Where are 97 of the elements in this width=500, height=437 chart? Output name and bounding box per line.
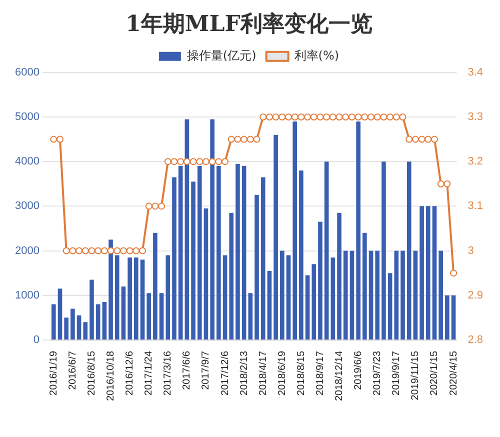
x-tick-label: 2016/1/19 — [48, 350, 60, 396]
bar — [368, 250, 374, 340]
chart-title: 1年期MLF利率变化一览 — [126, 10, 372, 37]
x-tick-label: 2016/10/18 — [106, 350, 117, 402]
bar — [337, 212, 342, 340]
bar — [248, 293, 253, 340]
bar — [222, 255, 228, 340]
bar — [350, 250, 354, 340]
bar — [375, 250, 380, 340]
bar — [324, 162, 329, 340]
bar — [191, 182, 196, 340]
bar — [343, 250, 348, 340]
bar — [413, 250, 418, 340]
bar — [83, 322, 88, 340]
x-tick-label: 2019/6/6 — [353, 350, 364, 390]
bar — [172, 177, 176, 340]
x-tick-label: 2018/2/13 — [238, 350, 250, 396]
y2-tick-label: 3 — [468, 244, 474, 257]
bar — [274, 134, 278, 340]
x-tick-label: 2020/1/15 — [429, 350, 440, 396]
bar — [400, 250, 405, 340]
bar — [312, 264, 316, 340]
y-tick-label: 0 — [33, 334, 40, 346]
x-tick-label: 2017/1/24 — [144, 350, 155, 396]
bar — [280, 250, 284, 340]
bar — [184, 119, 190, 340]
x-tick-label: 2019/11/15 — [410, 350, 422, 400]
bar — [140, 260, 145, 340]
bar — [445, 295, 450, 340]
x-tick-label: 2016/12/6 — [124, 350, 136, 396]
y2-tick-label: 3.4 — [468, 66, 484, 78]
bar — [318, 222, 322, 340]
bar — [134, 257, 138, 340]
bar — [242, 166, 246, 340]
bar — [96, 304, 100, 340]
bar — [382, 162, 386, 340]
x-tick-label: 2017/6/6 — [182, 350, 193, 390]
bar — [394, 250, 399, 340]
y2-tick-label: 3.1 — [468, 200, 484, 212]
bar — [362, 232, 367, 340]
bar — [388, 273, 392, 340]
bar — [146, 293, 152, 340]
bar — [260, 177, 266, 340]
y2-tick-label: 3.3 — [468, 111, 484, 124]
y-tick-label: 1000 — [14, 289, 40, 302]
x-tick-label: 2020/4/15 — [448, 350, 460, 396]
bar — [438, 250, 443, 340]
bar — [128, 257, 132, 340]
bar — [108, 240, 113, 340]
bar — [426, 206, 430, 340]
bar — [451, 295, 456, 340]
bar — [286, 255, 291, 340]
y2-tick-label: 2.8 — [468, 334, 484, 346]
x-tick-label: 2017/3/16 — [162, 350, 174, 396]
bar — [267, 270, 272, 340]
x-tick-label: 2018/6/19 — [276, 350, 288, 396]
legend-label: 利率(%) — [294, 48, 340, 63]
bar — [153, 232, 158, 340]
y2-tick-label: 3.2 — [468, 156, 484, 168]
y2-tick-label: 2.9 — [468, 289, 484, 302]
bar — [305, 275, 310, 340]
x-tick-label: 2018/9/17 — [314, 350, 326, 396]
x-tick-label: 2018/12/14 — [334, 350, 346, 402]
bar — [58, 288, 62, 340]
bar — [330, 257, 336, 340]
bar — [121, 286, 126, 340]
bar — [229, 212, 234, 340]
y-tick-label: 5000 — [14, 111, 40, 124]
y-tick-label: 3000 — [14, 200, 40, 212]
bar — [299, 170, 304, 340]
bar — [70, 308, 75, 340]
bar — [254, 195, 259, 340]
bar — [90, 280, 94, 340]
bar — [159, 293, 164, 340]
x-tick-label: 2017/12/6 — [220, 350, 231, 396]
x-tick-label: 2016/8/15 — [86, 350, 98, 396]
bar — [76, 315, 82, 340]
bar — [420, 206, 424, 340]
bar — [51, 304, 56, 340]
bar — [210, 119, 214, 340]
y-tick-label: 2000 — [14, 244, 40, 257]
bar — [102, 302, 107, 340]
y-tick-label: 6000 — [14, 66, 40, 78]
y-tick-label: 4000 — [14, 156, 40, 168]
x-tick-label: 2018/4/17 — [258, 350, 269, 396]
bar — [166, 255, 170, 340]
bar — [236, 164, 240, 340]
x-tick-label: 2016/6/7 — [67, 350, 78, 390]
bar — [406, 162, 412, 340]
legend-label: 操作量(亿元) — [186, 48, 256, 63]
x-tick-label: 2019/9/17 — [391, 350, 402, 396]
x-tick-label: 2017/9/7 — [200, 350, 212, 390]
bar — [432, 206, 437, 340]
bar — [64, 318, 68, 340]
x-tick-label: 2018/8/15 — [296, 350, 307, 396]
bar — [204, 208, 208, 340]
x-tick-label: 2019/7/23 — [372, 350, 384, 396]
